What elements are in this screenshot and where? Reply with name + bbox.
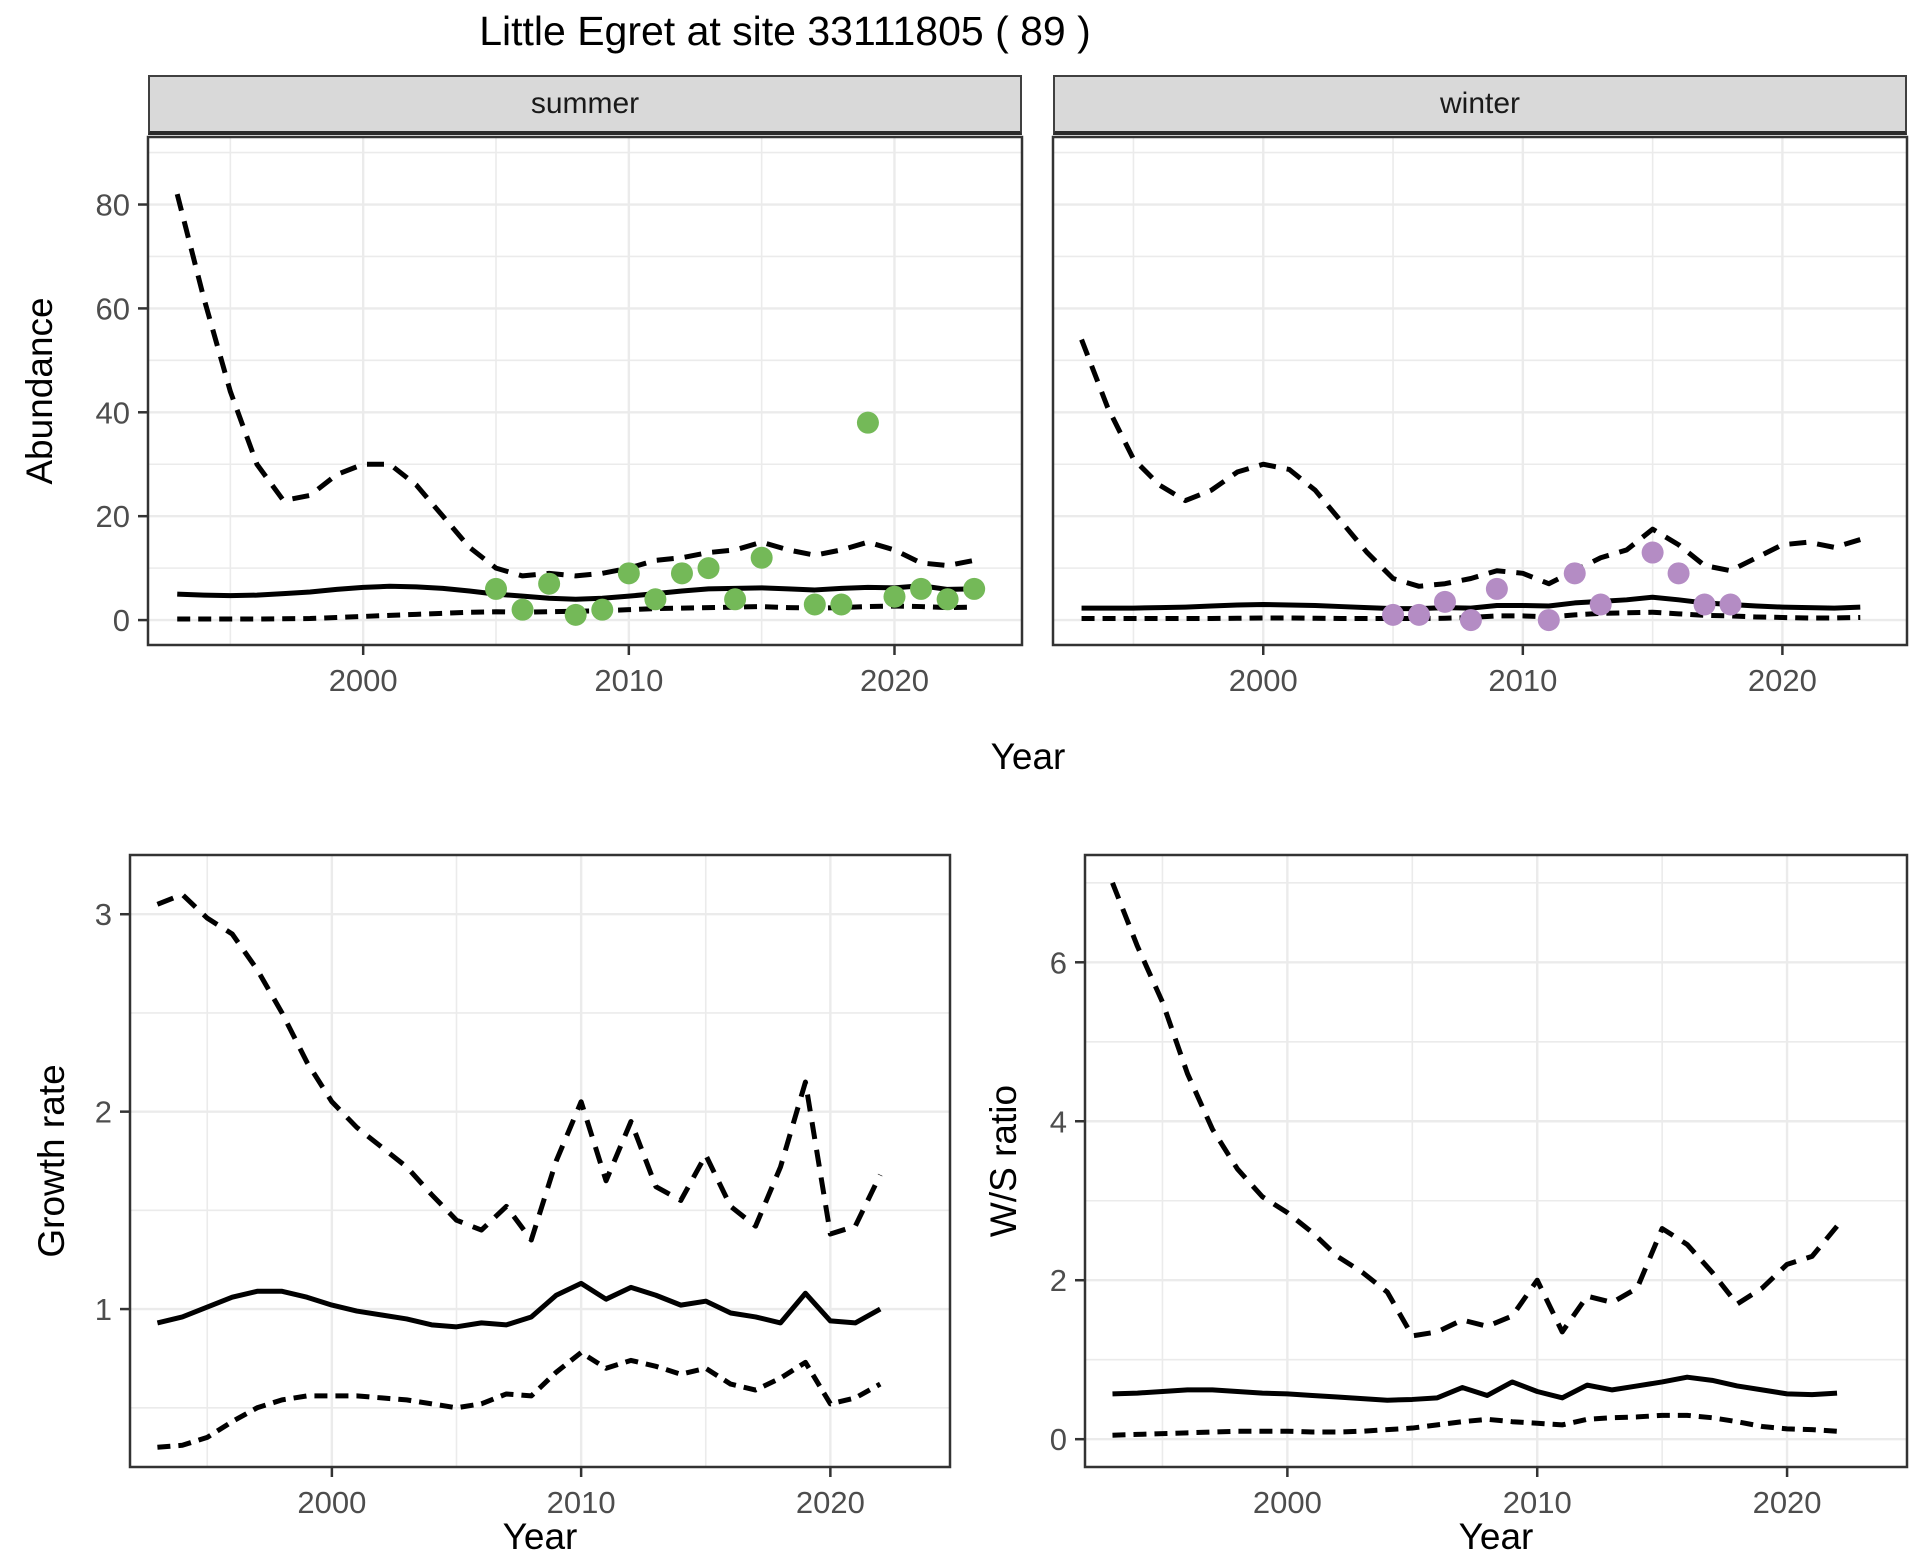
abundance_summer-data-point [485, 577, 508, 600]
abundance_winter-data-point [1589, 593, 1612, 616]
page-title: Little Egret at site 33111805 ( 89 ) [479, 8, 1091, 54]
abundance_summer-data-point [564, 603, 587, 626]
abundance_summer-median-line [177, 583, 975, 602]
facet-label-winter: winter [1439, 87, 1521, 120]
x-tick-label: 2000 [297, 1485, 366, 1520]
abundance_summer-data-point [591, 598, 614, 621]
abundance_winter-data-point [1641, 541, 1664, 564]
abundance_summer-data-point [910, 577, 933, 600]
x-axis-title-year-top: Year [990, 736, 1066, 777]
abundance_winter-data-point [1563, 562, 1586, 585]
abundance_summer-data-point [670, 562, 693, 585]
panel-border [1083, 853, 1909, 1469]
abundance_summer-data-point [697, 557, 720, 580]
y-tick-label: 60 [96, 291, 130, 326]
x-axis-title-year-growth: Year [502, 1516, 578, 1557]
facet-strip-summer: summer [148, 75, 1022, 135]
y-tick-label: 0 [1050, 1422, 1067, 1457]
abundance_winter-data-point [1719, 593, 1742, 616]
abundance_summer-data-point [803, 593, 826, 616]
y-axis-title-growth-rate: Growth rate [31, 1064, 72, 1258]
abundance_winter-median-line [1081, 594, 1861, 612]
abundance_winter-data-point [1408, 603, 1430, 626]
abundance_summer-upper_ci-line [174, 193, 975, 579]
panel-border [128, 853, 952, 1469]
x-tick-label: 2020 [1748, 663, 1817, 698]
x-tick-label: 2020 [796, 1485, 865, 1520]
abundance_summer-data-point [883, 585, 906, 608]
y-tick-label: 20 [96, 499, 130, 534]
abundance_winter-data-point [1485, 577, 1508, 600]
abundance_summer-data-point [830, 593, 853, 616]
ws_ratio-lower_ci-line [1112, 1412, 1838, 1438]
x-tick-label: 2010 [547, 1485, 616, 1520]
x-tick-label: 2020 [1753, 1485, 1822, 1520]
abundance_summer-data-point [750, 546, 773, 569]
abundance_winter-data-point [1667, 562, 1690, 585]
abundance_summer-data-point [936, 588, 959, 611]
growth_rate-upper_ci-line [156, 891, 883, 1243]
abundance_summer-lower_ci-line [177, 603, 975, 622]
abundance_summer-data-point [724, 588, 747, 611]
abundance_winter-data-point [1433, 590, 1456, 613]
y-axis-title-ws-ratio: W/S ratio [983, 1084, 1024, 1238]
ws_ratio-upper_ci-line [1110, 881, 1839, 1339]
abundance_winter-data-point [1693, 593, 1716, 616]
y-axis-title-abundance: Abundance [19, 297, 60, 485]
x-tick-label: 2000 [1253, 1485, 1322, 1520]
y-tick-label: 4 [1050, 1104, 1067, 1139]
x-tick-label: 2010 [1488, 663, 1557, 698]
x-tick-label: 2010 [594, 663, 663, 698]
x-tick-label: 2000 [1229, 663, 1298, 698]
abundance_summer-data-point [644, 588, 667, 611]
y-tick-label: 40 [96, 395, 130, 430]
y-tick-label: 0 [113, 603, 130, 638]
x-tick-label: 2020 [860, 663, 929, 698]
abundance_summer-data-point [617, 562, 640, 585]
growth_rate-lower_ci-line [157, 1349, 882, 1450]
abundance_summer-data-point [963, 577, 986, 600]
x-axis-title-year-ws: Year [1458, 1516, 1534, 1557]
abundance_summer-data-point [856, 411, 879, 434]
y-tick-label: 1 [95, 1292, 112, 1327]
x-tick-label: 2010 [1503, 1485, 1572, 1520]
growth_rate-median-line [156, 1280, 882, 1330]
panel-border [146, 135, 1024, 647]
y-tick-label: 3 [95, 897, 112, 932]
abundance_winter-data-point [1537, 609, 1560, 632]
abundance_winter-data-point [1382, 603, 1405, 626]
panel-border [1051, 135, 1909, 647]
y-tick-label: 80 [96, 188, 130, 223]
x-tick-label: 2000 [329, 663, 398, 698]
y-tick-label: 6 [1050, 945, 1067, 980]
ws_ratio-median-line [1112, 1374, 1838, 1403]
abundance_summer-data-point [511, 598, 534, 621]
abundance_summer-data-point [538, 572, 561, 595]
abundance_winter-upper_ci-line [1079, 338, 1861, 589]
y-tick-label: 2 [1050, 1263, 1067, 1298]
facet-label-summer: summer [530, 87, 640, 120]
abundance_winter-data-point [1459, 609, 1482, 632]
y-tick-label: 2 [95, 1095, 112, 1130]
facet-strip-winter: winter [1053, 75, 1907, 135]
